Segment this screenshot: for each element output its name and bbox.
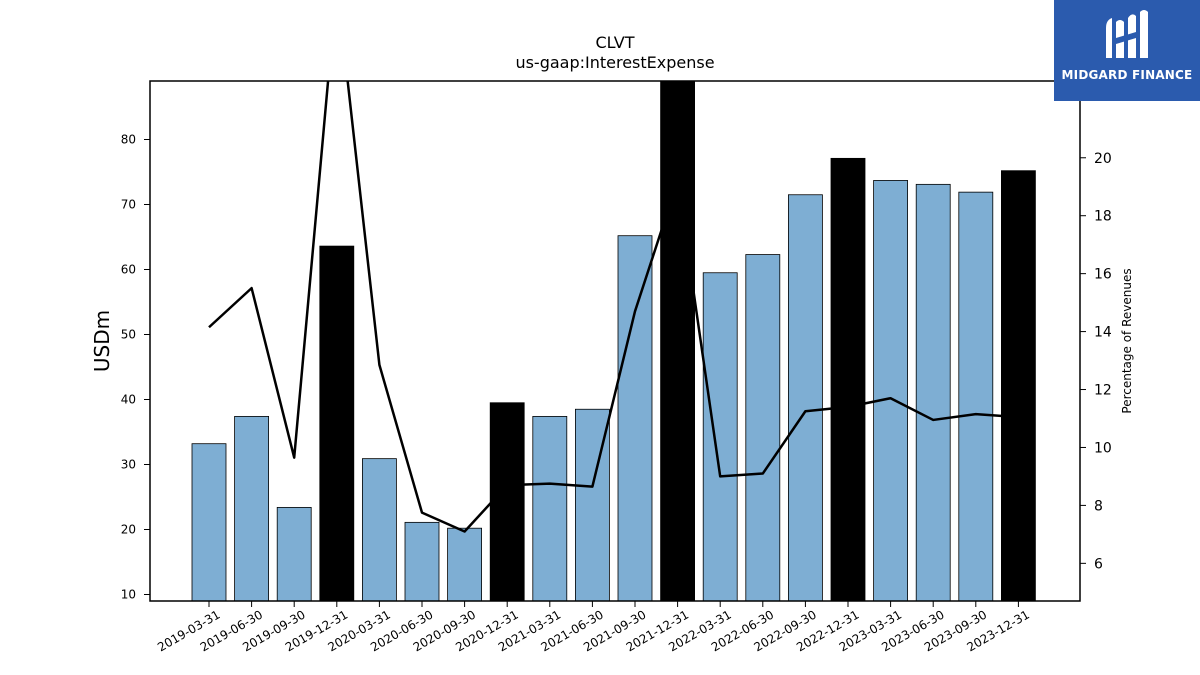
y-tick-label: 40 [121, 393, 136, 407]
bar-2021-09-30 [617, 235, 653, 601]
bar-2020-06-30 [404, 521, 440, 601]
y-axis-label: USDm [90, 310, 114, 372]
y2-tick-label: 6 [1094, 556, 1103, 572]
x-axis: 2019-03-312019-06-302019-09-302019-12-31… [155, 601, 1032, 654]
y-tick-label: 20 [121, 523, 136, 537]
bar-2022-03-31 [702, 272, 738, 601]
chart-subtitle: us-gaap:InterestExpense [515, 53, 714, 72]
brand-logo: MIDGARD FINANCE [1054, 0, 1200, 101]
y2-tick-label: 12 [1094, 383, 1112, 399]
y-tick-label: 60 [121, 263, 136, 277]
bar-2019-12-31 [319, 245, 355, 601]
bar-2022-12-31 [830, 157, 866, 601]
midgard-logo-icon [1106, 10, 1148, 58]
bar-2019-06-30 [234, 415, 270, 601]
bar-2019-03-31 [191, 443, 227, 601]
line-group [208, 81, 1019, 533]
percentage-line [208, 81, 1019, 533]
y2-tick-label: 8 [1094, 498, 1103, 514]
y2-axis-label: Percentage of Revenues [1120, 268, 1134, 413]
y-tick-label: 50 [121, 328, 136, 342]
y-tick-label: 80 [121, 133, 136, 147]
y-tick-label: 10 [121, 588, 136, 602]
chart-title: CLVT [595, 33, 634, 52]
bar-2020-03-31 [361, 458, 397, 601]
bar-2023-06-30 [915, 183, 951, 601]
y2-tick-label: 10 [1094, 440, 1112, 456]
bar-2020-09-30 [447, 527, 483, 601]
y2-tick-label: 14 [1094, 325, 1112, 341]
plot-frame [149, 80, 1081, 602]
bar-2022-09-30 [788, 194, 823, 601]
brand-name: MIDGARD FINANCE [1061, 68, 1193, 82]
bar-2023-03-31 [873, 180, 908, 601]
bar-2021-03-31 [532, 415, 568, 601]
bar-group [191, 81, 1036, 601]
y2-tick-label: 20 [1094, 151, 1112, 167]
y2-tick-label: 16 [1094, 267, 1112, 283]
bar-2019-09-30 [276, 506, 312, 601]
y-tick-label: 30 [121, 458, 136, 472]
y-axis-left: 10 20 30 40 50 60 70 80 [121, 133, 150, 602]
y-tick-label: 70 [121, 198, 136, 212]
bar-2023-09-30 [958, 191, 994, 601]
bar-2021-12-31 [660, 81, 695, 601]
y2-tick-label: 18 [1094, 209, 1112, 225]
y-axis-right: 6 8 10 12 14 16 18 20 [1080, 151, 1112, 572]
bar-2020-12-31 [489, 402, 525, 601]
bar-2022-06-30 [745, 254, 781, 601]
bar-2023-12-31 [1001, 170, 1036, 601]
